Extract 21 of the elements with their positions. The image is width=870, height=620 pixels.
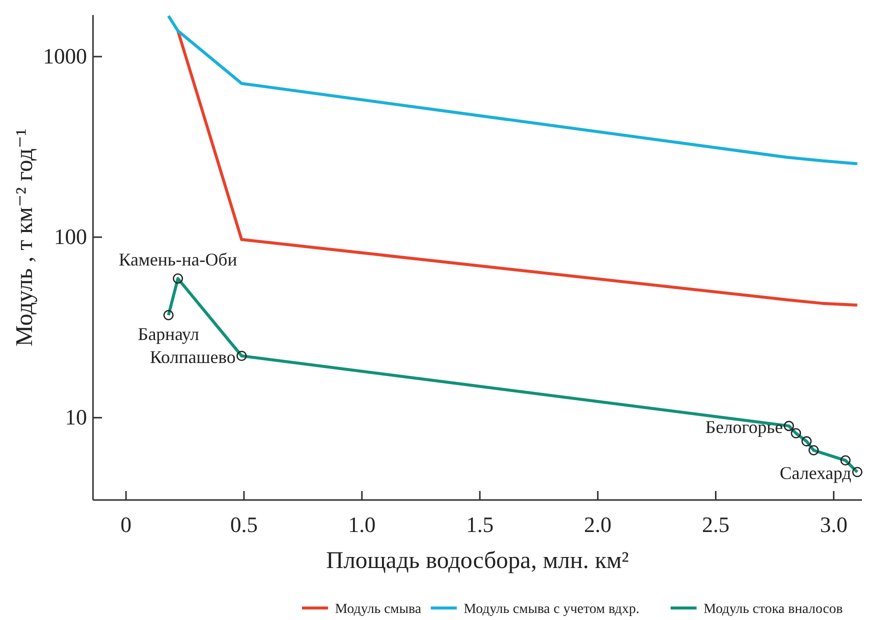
- legend-label: Модуль смыва: [335, 602, 422, 617]
- y-tick-label: 10: [65, 404, 87, 430]
- legend-label: Модуль стока вналосов: [704, 602, 844, 617]
- annotation: Белогорье: [705, 416, 783, 437]
- line-series: [166, 14, 859, 166]
- y-axis-title: Модуль , т км⁻² год⁻¹: [12, 128, 38, 346]
- annotation: Колпашево: [150, 346, 236, 367]
- y-tick-label: 1000: [43, 44, 87, 69]
- x-tick-label: 2.0: [584, 512, 612, 537]
- annotation: Салехард: [780, 463, 852, 484]
- x-tick-label: 3.0: [820, 512, 848, 537]
- annotation: Барнаул: [138, 324, 200, 344]
- x-axis-title: Площадь водосбора, млн. км²: [326, 548, 629, 574]
- legend-label: Модуль смыва с учетом вдхр.: [464, 602, 640, 617]
- x-tick-label: 0: [120, 512, 132, 537]
- x-tick-label: 1.5: [466, 512, 494, 537]
- x-tick-label: 1.0: [348, 512, 376, 537]
- annotation: Камень-на-Оби: [118, 250, 238, 270]
- x-tick-label: 2.5: [702, 512, 730, 537]
- x-tick-label: 0.5: [230, 512, 258, 537]
- y-tick-label: 100: [54, 224, 87, 250]
